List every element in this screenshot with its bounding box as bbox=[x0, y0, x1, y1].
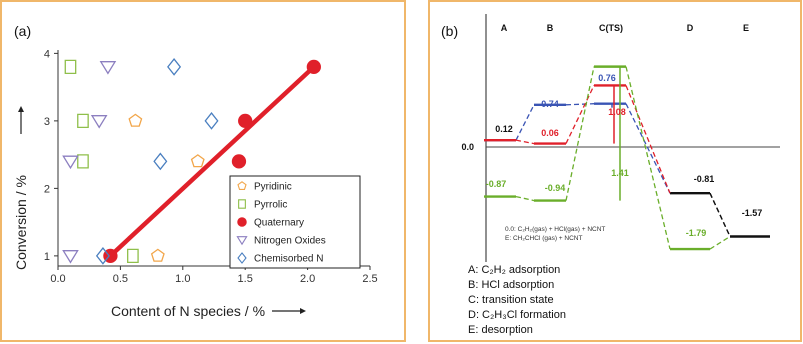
energy-labels: 0.12 0.74 0.76 0.06 1.08 -0.87 -0.94 1.41 -0.81 -… bbox=[486, 73, 763, 238]
legend-marker-nitrogen-oxides bbox=[236, 236, 248, 246]
panel-a-fit-line bbox=[108, 64, 317, 259]
y-tick-label: 4 bbox=[44, 48, 50, 60]
reaction-note: 0.0: C₂H₂(gas) + HCl(gas) + NCNT bbox=[505, 226, 605, 233]
path-connector bbox=[625, 103, 671, 194]
point-quaternary bbox=[306, 59, 321, 75]
point-nitrogen-oxides bbox=[99, 61, 117, 75]
legend: Pyridinic Pyrrolic Quaternary Nitrogen Oxid… bbox=[229, 175, 361, 269]
panel-a-points bbox=[62, 58, 321, 265]
panel-b: (b) 0.0 A B C(TS) D E 0.12 0.74 0.76 0.06 1.08 -0… bbox=[428, 0, 802, 342]
fit-line bbox=[108, 64, 317, 259]
path-connector bbox=[565, 103, 595, 106]
panel-a: (a) 0.0 0.5 1.0 1.5 2.0 2.5 1 2 3 4 Content of N … bbox=[0, 0, 406, 342]
path-connector bbox=[625, 85, 671, 194]
point-chemisorbed-n bbox=[95, 247, 110, 265]
y-tick-label: 3 bbox=[44, 116, 50, 128]
y-tick-label: 1 bbox=[44, 251, 50, 263]
state-description: C: transition state bbox=[468, 294, 554, 306]
energy-label: -1.79 bbox=[686, 228, 707, 238]
reaction-note: E: CH₂CHCl (gas) + NCNT bbox=[505, 235, 582, 242]
state-label-d: D bbox=[687, 23, 694, 33]
state-label-b: B bbox=[547, 23, 554, 33]
legend-label-pyridinic: Pyridinic bbox=[254, 182, 292, 193]
legend-box bbox=[229, 175, 361, 269]
state-description: A: C₂H₂ adsorption bbox=[468, 264, 560, 276]
path-connector bbox=[625, 66, 671, 250]
energy-label: -0.94 bbox=[545, 183, 566, 193]
reaction-notes: 0.0: C₂H₂(gas) + HCl(gas) + NCNT E: CH₂CH… bbox=[505, 226, 605, 242]
state-label-e: E bbox=[743, 23, 749, 33]
energy-paths bbox=[484, 65, 770, 251]
path-connector bbox=[515, 104, 535, 141]
point-pyrrolic bbox=[77, 113, 89, 129]
x-tick-label: 1.5 bbox=[238, 273, 253, 285]
point-pyridinic bbox=[190, 154, 205, 168]
x-tick-label: 0.5 bbox=[113, 273, 128, 285]
legend-label-nitrogen-oxides: Nitrogen Oxides bbox=[254, 236, 326, 247]
x-tick-label: 0.0 bbox=[50, 273, 65, 285]
energy-label: -1.57 bbox=[742, 208, 763, 218]
point-nitrogen-oxides bbox=[62, 155, 79, 170]
state-description: B: HCl adsorption bbox=[468, 279, 554, 291]
energy-label: -0.87 bbox=[486, 179, 507, 189]
x-axis-title: Content of N species / % bbox=[111, 303, 265, 319]
point-quaternary bbox=[238, 113, 253, 129]
x-tick-label: 2.5 bbox=[362, 273, 377, 285]
point-chemisorbed-n bbox=[153, 152, 168, 171]
point-nitrogen-oxides bbox=[62, 250, 79, 264]
legend-label-chemisorbed-n: Chemisorbed N bbox=[254, 254, 323, 265]
state-description: D: C₂H₃Cl formation bbox=[468, 309, 566, 321]
point-nitrogen-oxides bbox=[90, 115, 108, 129]
state-descriptions: A: C₂H₂ adsorption B: HCl adsorption C: tr… bbox=[468, 264, 566, 336]
point-pyridinic bbox=[150, 248, 165, 262]
point-pyrrolic bbox=[64, 59, 77, 75]
energy-label: 1.41 bbox=[611, 168, 629, 178]
energy-label: 0.76 bbox=[598, 73, 616, 83]
point-pyridinic bbox=[128, 113, 143, 127]
panel-b-label: (b) bbox=[441, 23, 458, 39]
y-axis-arrowhead bbox=[18, 106, 24, 112]
zero-label: 0.0 bbox=[461, 142, 474, 152]
legend-marker-quaternary bbox=[237, 217, 247, 227]
point-quaternary bbox=[231, 154, 247, 169]
energy-label: -0.81 bbox=[694, 174, 715, 184]
x-tick-label: 1.0 bbox=[175, 273, 190, 285]
x-axis-arrowhead bbox=[300, 308, 306, 314]
path-connector bbox=[709, 235, 731, 250]
energy-label: 0.12 bbox=[495, 124, 513, 134]
point-chemisorbed-n bbox=[167, 58, 182, 76]
legend-label-pyrrolic: Pyrrolic bbox=[254, 200, 287, 211]
legend-marker-chemisorbed-n bbox=[237, 252, 247, 264]
path-connector bbox=[515, 139, 535, 145]
energy-label: 0.06 bbox=[541, 128, 559, 138]
energy-label: 0.74 bbox=[541, 99, 559, 109]
legend-label-quaternary: Quaternary bbox=[254, 218, 304, 229]
x-tick-label: 2.0 bbox=[300, 273, 315, 285]
state-description: E: desorption bbox=[468, 324, 533, 336]
path-connector bbox=[565, 66, 595, 201]
state-label-a: A bbox=[501, 23, 508, 33]
state-labels: A B C(TS) D E bbox=[501, 23, 749, 33]
y-axis-title: Conversion / % bbox=[13, 175, 29, 270]
panel-a-axes: 0.0 0.5 1.0 1.5 2.0 2.5 1 2 3 4 bbox=[44, 48, 378, 285]
path-connector bbox=[565, 85, 595, 144]
point-pyrrolic bbox=[77, 154, 89, 169]
point-chemisorbed-n bbox=[204, 112, 219, 130]
panel-a-label: (a) bbox=[14, 23, 31, 39]
legend-marker-pyrrolic bbox=[238, 199, 246, 209]
y-tick-label: 2 bbox=[44, 183, 50, 195]
point-pyrrolic bbox=[127, 248, 139, 264]
state-label-cts: C(TS) bbox=[599, 23, 623, 33]
energy-label: 1.08 bbox=[608, 107, 626, 117]
legend-marker-pyridinic bbox=[237, 181, 247, 190]
path-connector bbox=[515, 195, 535, 202]
panel-b-frame bbox=[428, 0, 802, 342]
